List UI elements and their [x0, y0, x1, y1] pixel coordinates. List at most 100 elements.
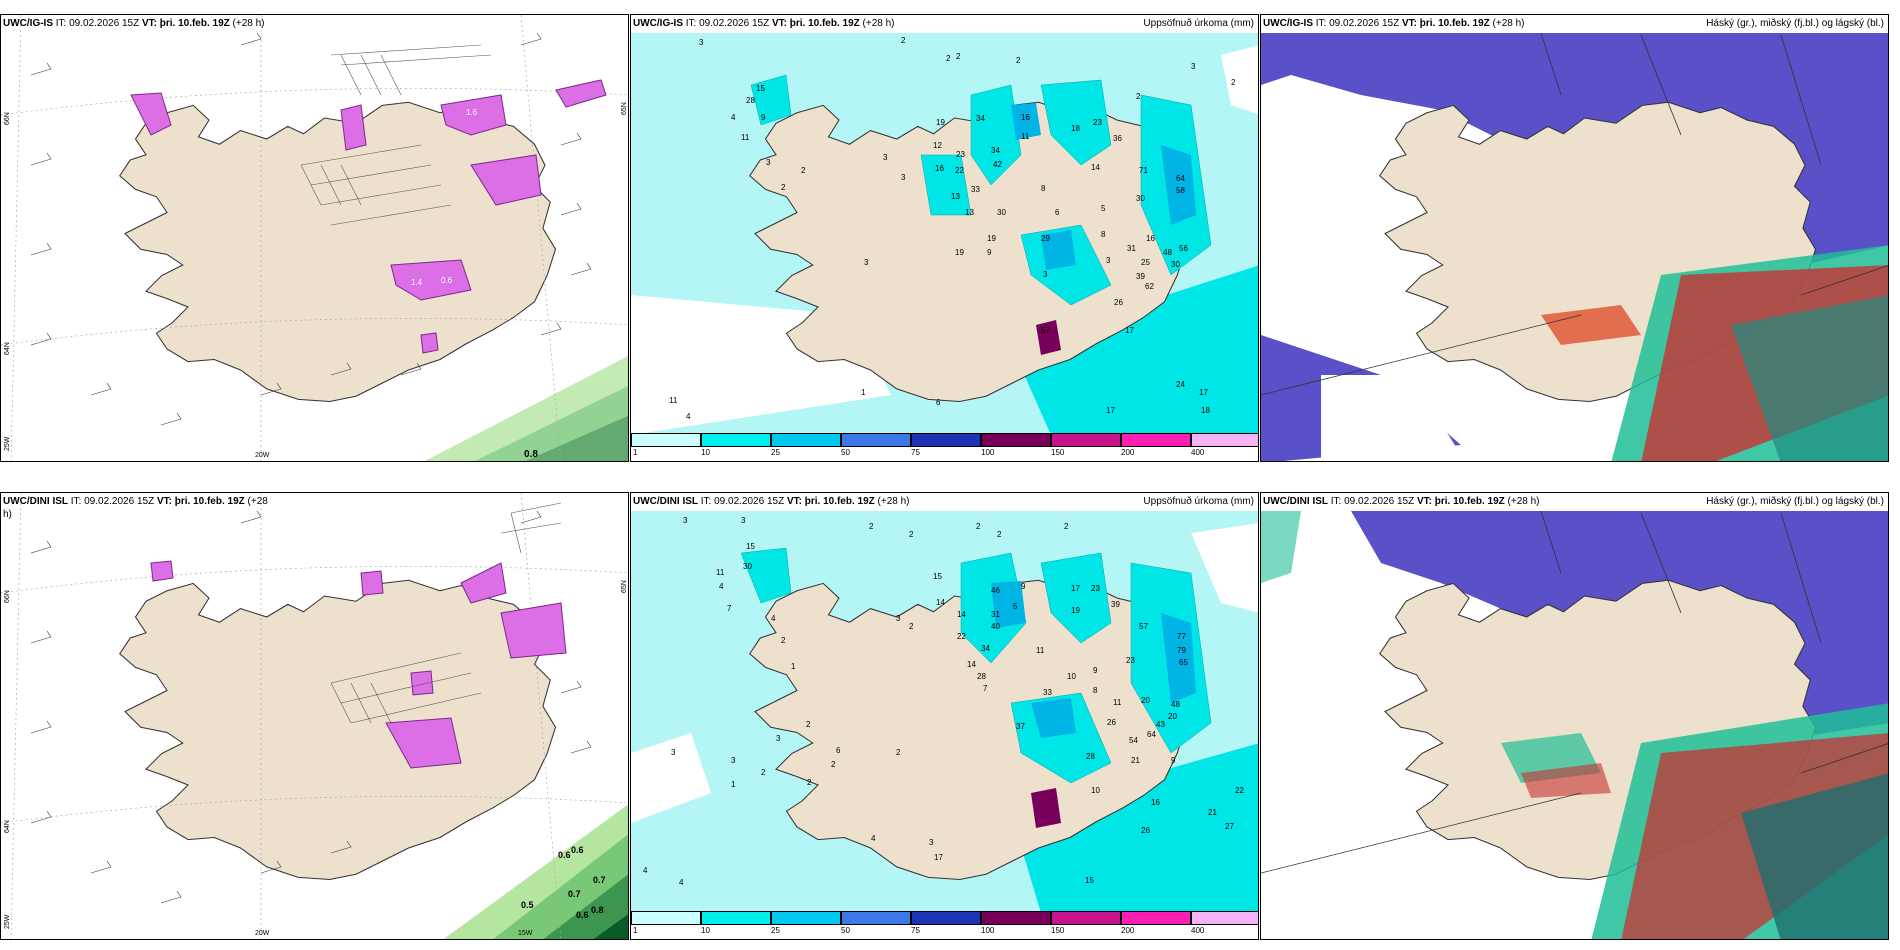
precip-value: 16 [1021, 113, 1030, 122]
precip-value: 5 [1013, 602, 1018, 611]
map-clouds-2 [1261, 510, 1888, 939]
precip-value: 19 [936, 118, 945, 127]
precip-value: 56 [1179, 244, 1188, 253]
precip-value: 39 [1111, 600, 1120, 609]
hatch-areas [300, 44, 492, 226]
precip-value: 2 [909, 530, 914, 539]
precip-value: 14 [967, 660, 976, 669]
precip-value: 9 [1171, 756, 1176, 765]
precip-value: 30 [1171, 260, 1180, 269]
precip-value: 2 [761, 768, 766, 777]
precip-value: 40 [991, 622, 1000, 631]
legend-tick: 400 [1191, 448, 1205, 457]
precip-value: 31 [991, 610, 1000, 619]
precip-value: 17 [1199, 388, 1208, 397]
precip-value: 8 [1093, 686, 1098, 695]
value-label: 1.6 [466, 108, 478, 117]
legend-tick: 50 [841, 926, 850, 935]
precip-value: 26 [1141, 826, 1150, 835]
panel-clouds-igis: UWC/IG-IS IT: 09.02.2026 15Z VT: þri. 10… [1260, 14, 1889, 462]
precip-value: 10 [1091, 786, 1100, 795]
precip-value: 71 [1139, 166, 1148, 175]
precip-value: 11 [1036, 646, 1045, 655]
panel-precip-dini: UWC/DINI ISL IT: 09.02.2026 15Z VT: þri.… [630, 492, 1259, 940]
precip-value: 46 [991, 586, 1000, 595]
legend-cell [841, 433, 911, 447]
legend-cell [1191, 433, 1258, 447]
precip-value: 17 [1106, 406, 1115, 415]
panel-title: UWC/IG-IS IT: 09.02.2026 15Z VT: þri. 10… [1263, 18, 1884, 29]
precip-value: 79 [1177, 646, 1186, 655]
green-zone [424, 356, 628, 461]
legend-tick: 100 [981, 448, 995, 457]
precip-value: 2 [831, 760, 836, 769]
precip-value: 26 [1107, 718, 1116, 727]
precip-value: 2 [781, 183, 786, 192]
precip-value: 16 [1151, 798, 1160, 807]
precip-value: 3 [731, 756, 736, 765]
precip-value: 4 [686, 412, 691, 421]
precip-value: 20 [1168, 712, 1177, 721]
precip-value: 16 [1146, 234, 1155, 243]
precip-value: 23 [1126, 656, 1135, 665]
precip-value: 4 [719, 582, 724, 591]
precip-value: 7 [727, 604, 732, 613]
legend-tick: 200 [1121, 926, 1135, 935]
precip-value: 9 [987, 248, 992, 257]
precip-value: 25 [1141, 258, 1150, 267]
legend-tick: 400 [1191, 926, 1205, 935]
precip-value: 30 [997, 208, 1006, 217]
panel-title: UWC/DINI ISL IT: 09.02.2026 15Z VT: þri.… [1263, 496, 1884, 507]
precip-value: 29 [1041, 234, 1050, 243]
precip-value: 6 [836, 746, 841, 755]
lon-label: 25W [4, 436, 11, 451]
precip-value: 3 [1191, 62, 1196, 71]
precip-value: 3 [1043, 270, 1048, 279]
precip-value: 9 [761, 113, 766, 122]
precip-legend: 1 10 25 50 75 100 150 200 400 [631, 911, 1258, 939]
precip-value: 1 [731, 780, 736, 789]
lat-label: 66N [4, 112, 11, 125]
precip-value: 3 [776, 734, 781, 743]
precip-value: 2 [909, 622, 914, 631]
panel-title: UWC/IG-IS IT: 09.02.2026 15Z VT: þri. 10… [3, 18, 265, 29]
precip-value: 9 [1093, 666, 1098, 675]
legend-tick: 100 [981, 926, 995, 935]
precip-value: 11 [1021, 132, 1030, 141]
precip-value: 3 [883, 153, 888, 162]
precip-value: 2 [807, 778, 812, 787]
map-precip-1: 3 2 2 2 2 3 2 2 15 28 9 4 11 3 2 2 3 19 … [631, 33, 1258, 435]
precip-value: 18 [1201, 406, 1210, 415]
precip-value: 23 [956, 150, 965, 159]
precip-value: 4 [731, 113, 736, 122]
precip-value: 3 [896, 614, 901, 623]
precip-value: 9 [1021, 582, 1026, 591]
precip-value: 13 [951, 192, 960, 201]
lat-label: 64N [4, 820, 11, 833]
precip-value: 15 [1085, 876, 1094, 885]
precip-value: 11 [741, 133, 750, 142]
precip-value: 17 [1071, 584, 1080, 593]
precip-value: 34 [976, 114, 985, 123]
precip-value: 36 [1113, 134, 1122, 143]
legend-tick: 75 [911, 926, 920, 935]
panel-title: UWC/IG-IS IT: 09.02.2026 15Z VT: þri. 10… [633, 18, 1254, 29]
precip-value: 3 [929, 838, 934, 847]
value-label: 1.4 [411, 278, 423, 287]
precip-value: 64 [1147, 730, 1156, 739]
precip-value: 19 [955, 248, 964, 257]
precip-value: 30 [743, 562, 752, 571]
precip-value: 22 [955, 166, 964, 175]
precip-value: 23 [1091, 584, 1100, 593]
legend-cell [1051, 911, 1121, 925]
lat-label: 65N [621, 580, 628, 593]
legend-tick: 75 [911, 448, 920, 457]
precip-value: 19 [1071, 606, 1080, 615]
lat-label: 65N [621, 102, 628, 115]
precip-value: 10 [1067, 672, 1076, 681]
legend-tick: 10 [701, 448, 710, 457]
legend-cell [1051, 433, 1121, 447]
legend-cell [911, 911, 981, 925]
precip-value: 15 [746, 542, 755, 551]
precip-value: 3 [901, 173, 906, 182]
